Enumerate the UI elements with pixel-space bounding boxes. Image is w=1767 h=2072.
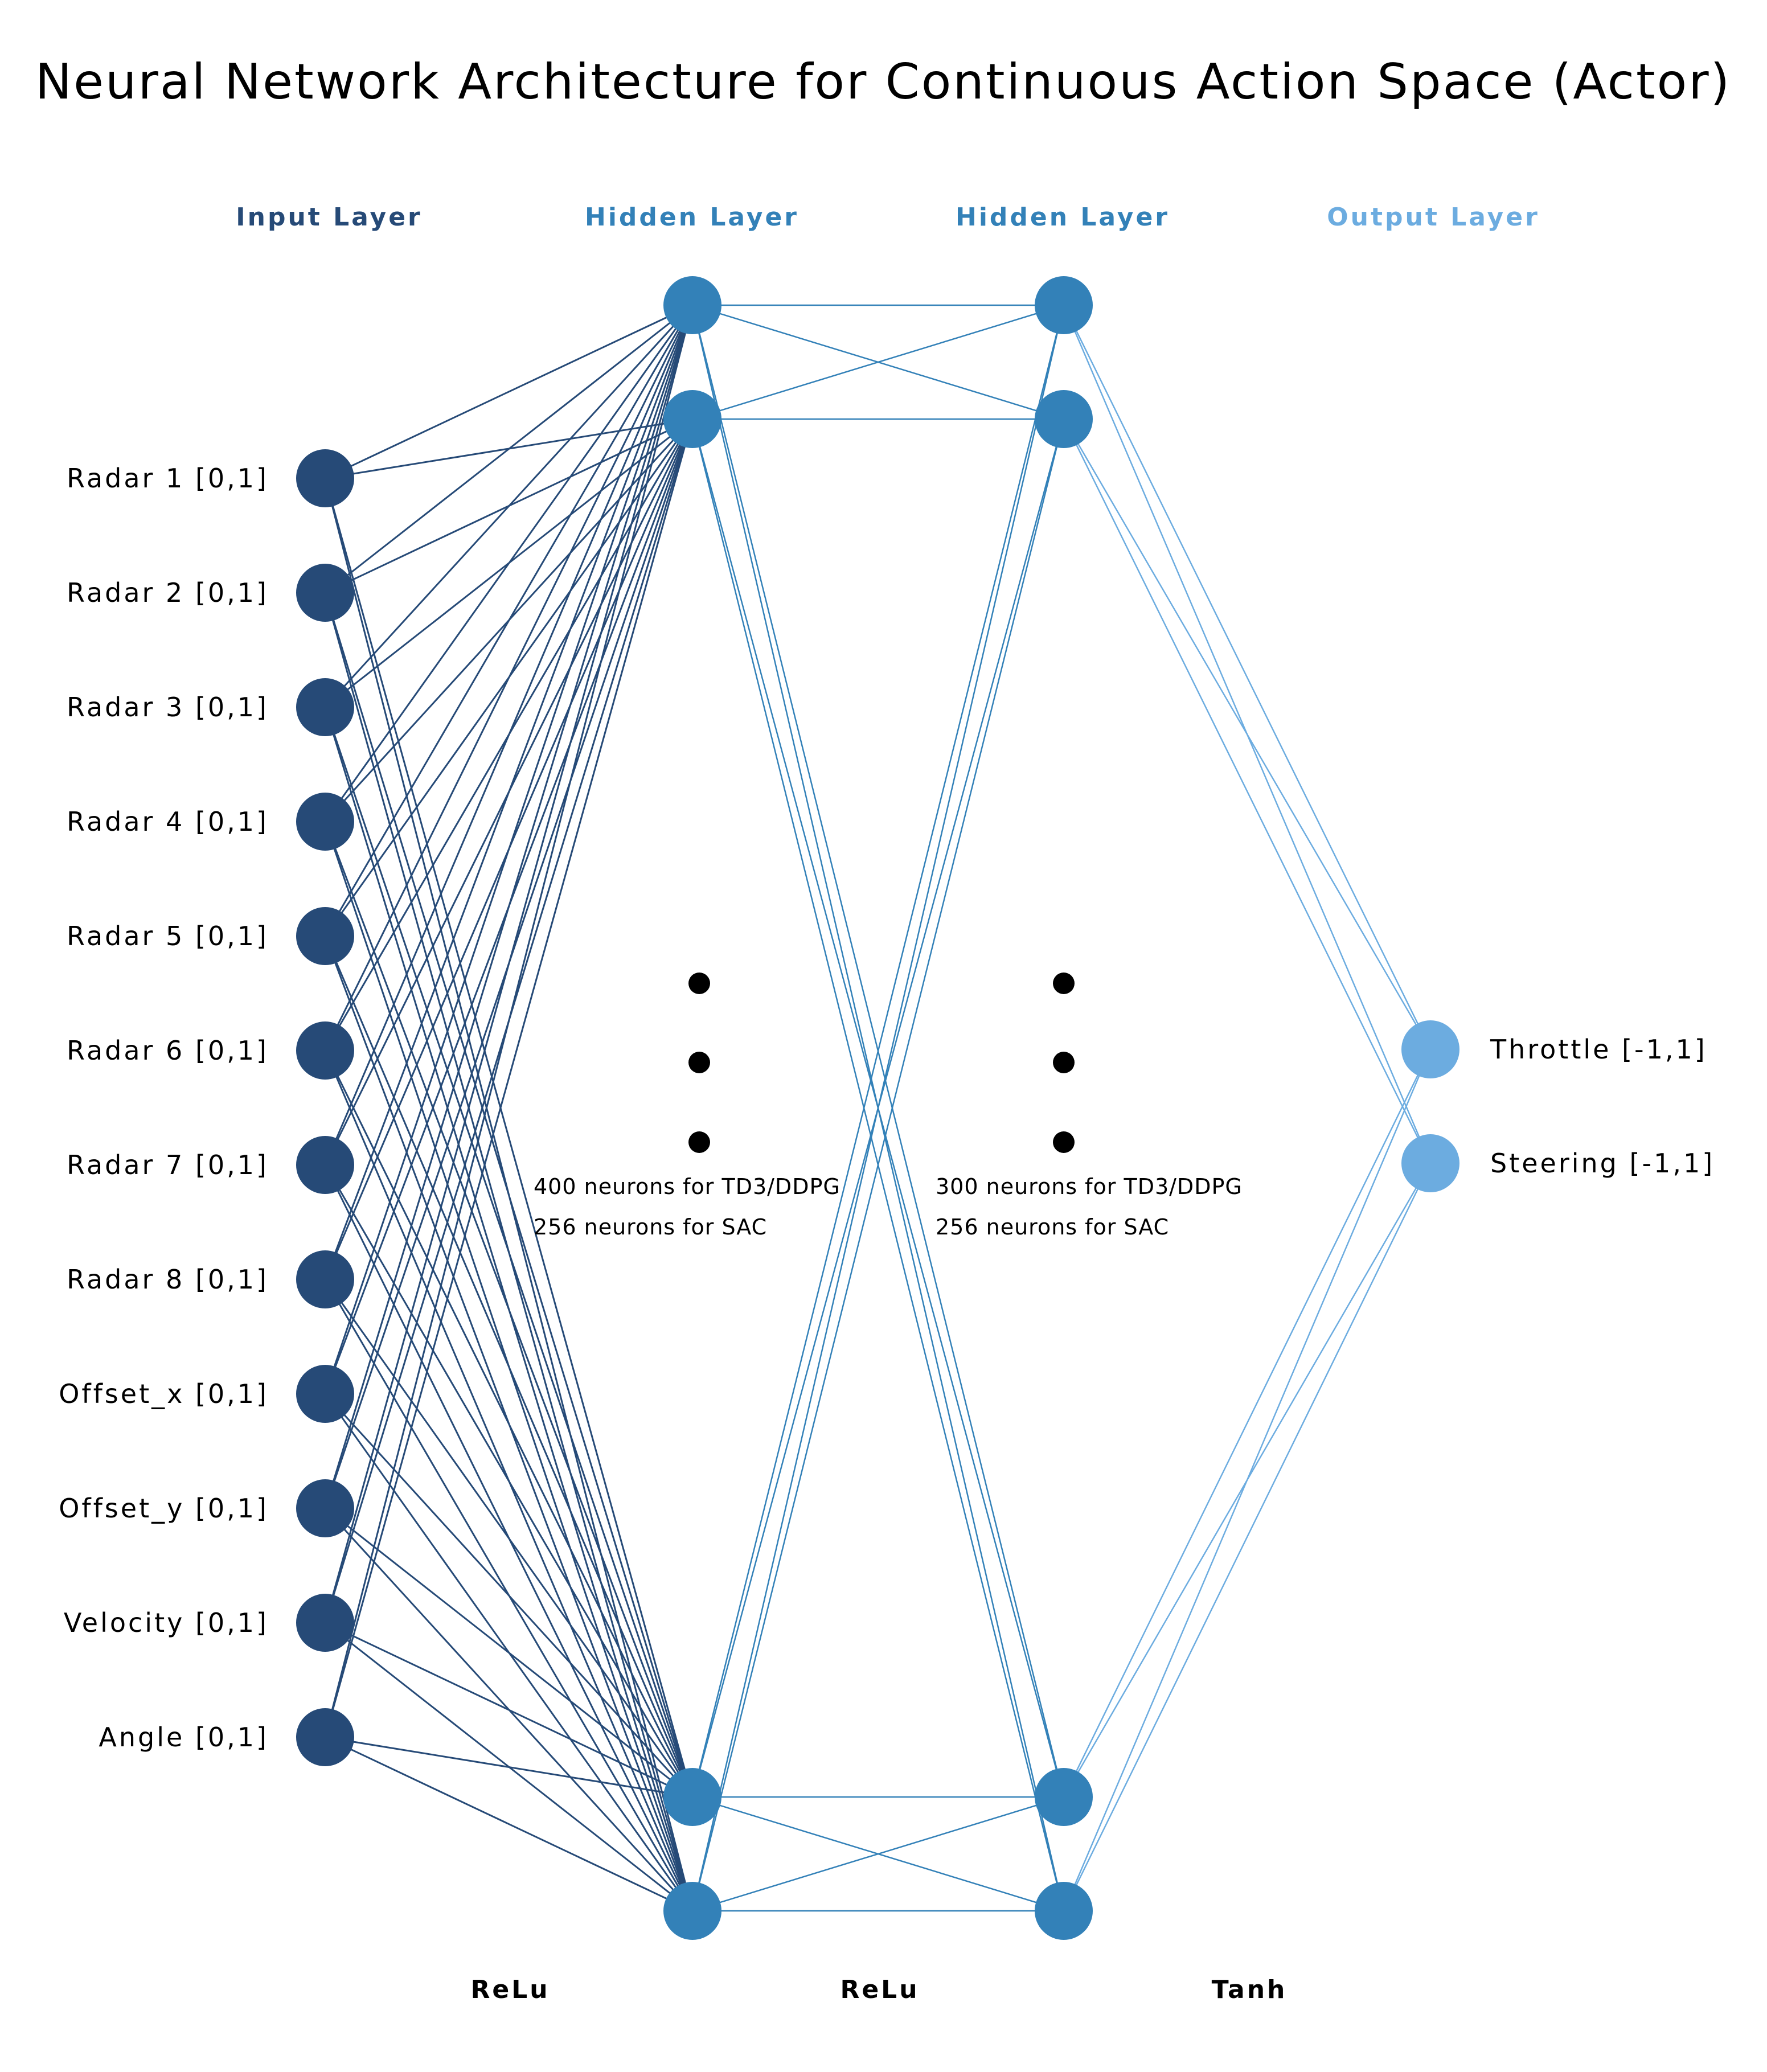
hidden-layer-1-node — [663, 1768, 721, 1826]
connection-input-hidden1 — [324, 1393, 694, 1798]
connection-hidden2-output — [1063, 418, 1432, 1164]
hidden-layer-1-header: Hidden Layer — [585, 203, 799, 232]
input-node — [296, 907, 354, 965]
connection-input-hidden1 — [325, 1736, 693, 1798]
input-node-label: Radar 2 [0,1] — [67, 577, 269, 608]
hidden-layer-2-node — [1035, 1768, 1093, 1826]
ellipsis-dots-group — [688, 973, 1075, 1153]
connection-input-hidden1 — [324, 305, 694, 1166]
activation-label-2: ReLu — [840, 1975, 919, 2004]
connection-input-hidden1 — [324, 305, 694, 1623]
input-node-label: Radar 7 [0,1] — [67, 1150, 269, 1180]
connection-input-hidden1 — [325, 1736, 693, 1912]
layer-headers: Input Layer Hidden Layer Hidden Layer Ou… — [236, 203, 1540, 232]
connection-hidden2-output — [1063, 1049, 1432, 1798]
connection-input-hidden1 — [325, 1507, 693, 1798]
node-labels-group: Radar 1 [0,1] Radar 2 [0,1] Radar 3 [0,1] R… — [59, 463, 1715, 1753]
input-node — [296, 1021, 354, 1080]
input-node-label: Radar 8 [0,1] — [67, 1264, 269, 1295]
connection-input-hidden1 — [324, 305, 694, 1051]
ellipsis-dot — [1053, 1052, 1075, 1073]
ellipsis-dot — [1053, 1131, 1075, 1153]
hidden-layer-1-node — [663, 390, 721, 448]
connection-input-hidden1 — [324, 821, 694, 1798]
connection-input-hidden1 — [324, 1164, 694, 1798]
connection-hidden1-hidden2 — [692, 1796, 1064, 1912]
input-layer-header: Input Layer — [236, 203, 422, 232]
connection-hidden2-output — [1063, 305, 1432, 1050]
nodes-group — [296, 276, 1459, 1940]
output-node — [1401, 1020, 1459, 1078]
output-node — [1401, 1134, 1459, 1192]
input-node-label: Offset_x [0,1] — [59, 1378, 269, 1409]
connection-input-hidden1 — [324, 1050, 694, 1798]
hidden-layer-1-note-sac: 256 neurons for SAC — [534, 1215, 767, 1240]
input-node — [296, 1479, 354, 1537]
connection-input-hidden1 — [324, 305, 694, 1509]
output-layer-header: Output Layer — [1327, 203, 1540, 232]
connection-input-hidden1 — [324, 305, 694, 822]
layer-notes: 400 neurons for TD3/DDPG 256 neurons for… — [534, 1174, 1243, 1240]
activation-label-1: ReLu — [470, 1975, 550, 2004]
input-node — [296, 449, 354, 507]
connection-input-hidden1 — [324, 305, 694, 1394]
hidden-layer-2-node — [1035, 390, 1093, 448]
ellipsis-dot — [688, 973, 710, 994]
connection-hidden1-hidden2 — [691, 418, 1065, 1911]
connections-group — [324, 304, 1432, 1912]
hidden-layer-1-note-td3: 400 neurons for TD3/DDPG — [534, 1174, 841, 1199]
hidden-layer-2-node — [1035, 276, 1093, 334]
input-node — [296, 1136, 354, 1194]
input-node-label: Radar 4 [0,1] — [67, 806, 269, 837]
input-node — [296, 1708, 354, 1766]
hidden-layer-2-note-td3: 300 neurons for TD3/DDPG — [936, 1174, 1243, 1199]
input-node — [296, 1594, 354, 1652]
hidden-layer-1-node — [663, 1882, 721, 1940]
diagram-title: Neural Network Architecture for Continuo… — [35, 54, 1731, 110]
connection-hidden1-hidden2 — [691, 305, 1065, 1911]
input-node-label: Radar 6 [0,1] — [67, 1035, 269, 1066]
connection-input-hidden1 — [324, 478, 694, 1798]
input-node — [296, 1365, 354, 1423]
input-node — [296, 564, 354, 622]
input-node-label: Radar 1 [0,1] — [67, 463, 269, 494]
connection-input-hidden1 — [324, 305, 694, 1280]
connection-input-hidden1 — [324, 418, 694, 1738]
connection-input-hidden1 — [324, 592, 694, 1798]
connection-input-hidden1 — [325, 304, 693, 594]
connection-input-hidden1 — [324, 305, 694, 1738]
connection-input-hidden1 — [324, 707, 694, 1798]
input-node — [296, 793, 354, 851]
activation-label-3: Tanh — [1212, 1975, 1288, 2004]
input-node-label: Radar 5 [0,1] — [67, 921, 269, 951]
input-node-label: Radar 3 [0,1] — [67, 692, 269, 723]
activation-labels: ReLu ReLu Tanh — [470, 1975, 1288, 2004]
connection-input-hidden1 — [325, 1622, 693, 1798]
input-node — [296, 678, 354, 736]
connection-input-hidden1 — [324, 1279, 694, 1798]
ellipsis-dot — [1053, 973, 1075, 994]
ellipsis-dot — [688, 1052, 710, 1073]
input-node-label: Offset_y [0,1] — [59, 1493, 269, 1524]
connection-hidden2-output — [1063, 1163, 1432, 1911]
input-node-label: Angle [0,1] — [99, 1722, 269, 1753]
connection-input-hidden1 — [324, 304, 694, 708]
connection-input-hidden1 — [324, 936, 694, 1798]
hidden-layer-1-node — [663, 276, 721, 334]
connection-input-hidden1 — [324, 305, 694, 937]
ellipsis-dot — [688, 1131, 710, 1153]
connection-hidden2-output — [1063, 1049, 1432, 1911]
output-node-label: Throttle [-1,1] — [1490, 1034, 1707, 1065]
hidden-layer-2-header: Hidden Layer — [956, 203, 1170, 232]
input-node — [296, 1250, 354, 1308]
connection-hidden2-output — [1063, 418, 1432, 1050]
hidden-layer-2-node — [1035, 1882, 1093, 1940]
input-node-label: Velocity [0,1] — [64, 1607, 269, 1638]
connection-hidden1-hidden2 — [692, 304, 1064, 420]
connection-hidden1-hidden2 — [691, 305, 1065, 1798]
output-node-label: Steering [-1,1] — [1490, 1148, 1715, 1179]
hidden-layer-2-note-sac: 256 neurons for SAC — [936, 1215, 1169, 1240]
connection-input-hidden1 — [325, 304, 693, 479]
